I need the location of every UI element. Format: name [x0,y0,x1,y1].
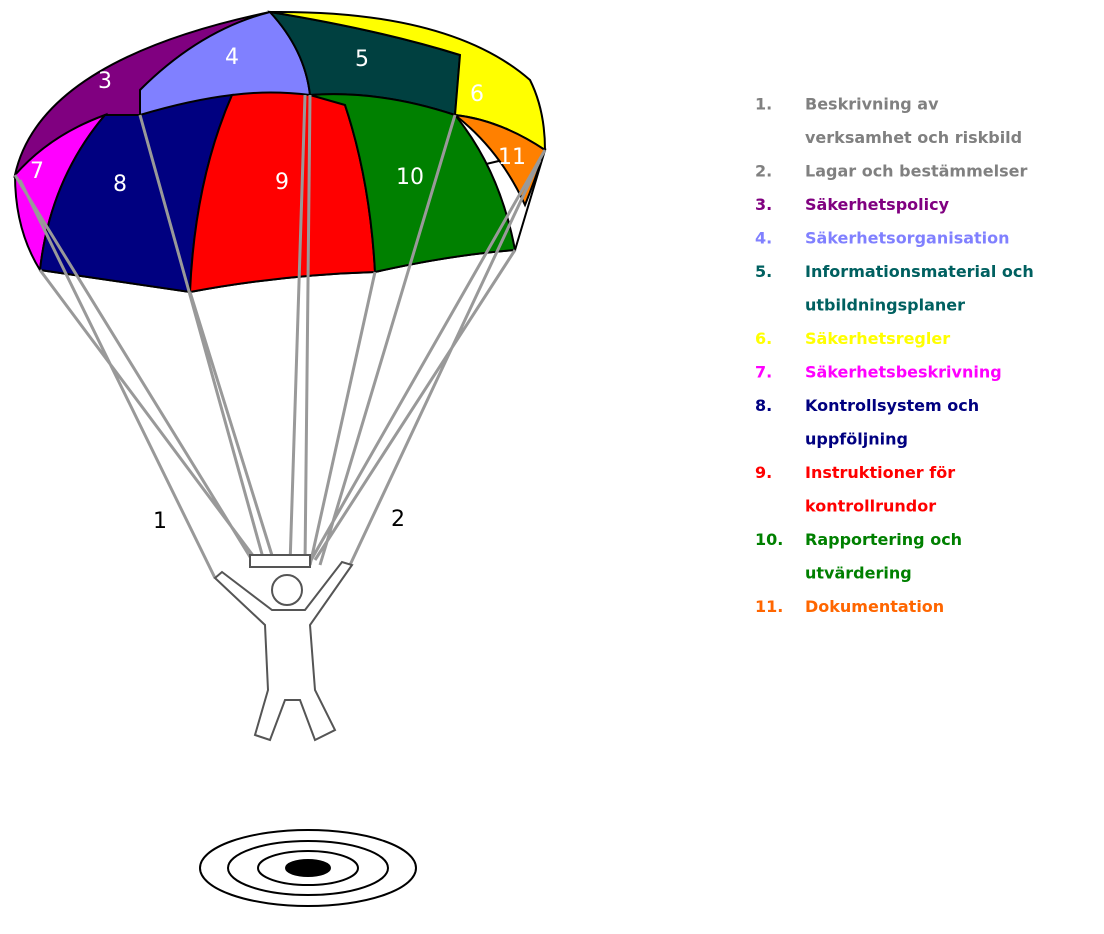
legend-text: Instruktioner för [805,463,955,482]
legend-text: Säkerhetsbeskrivning [805,363,1002,382]
legend-text: kontrollrundor [805,497,936,516]
legend-number: 1. [755,95,772,114]
line-label: 2 [391,507,405,532]
panel-11 [451,113,547,208]
panel-label: 11 [498,145,526,170]
legend-text: Informationsmaterial och [805,262,1034,281]
panel-label: 3 [98,69,112,94]
legend-text: Beskrivning av [805,95,939,114]
legend-number: 8. [755,396,772,415]
panel-label: 7 [30,159,44,184]
legend-number: 11. [755,597,783,616]
legend-text: Rapportering och [805,530,962,549]
panel-label: 5 [355,47,369,72]
legend-text: Dokumentation [805,597,944,616]
legend-number: 5. [755,262,772,281]
panel-label: 9 [275,170,289,195]
legend-number: 7. [755,363,772,382]
legend: 1. Beskrivning av verksamhet och riskbild 2… [755,95,1034,617]
legend-text: Lagar och bestämmelser [805,162,1027,181]
legend-text: verksamhet och riskbild [805,128,1022,147]
parachutist [213,554,354,742]
strings [13,94,547,579]
legend-number: 2. [755,162,772,181]
line-label: 1 [153,509,167,534]
panel-label: 10 [396,165,424,190]
legend-text: Säkerhetsorganisation [805,229,1010,248]
legend-text: Kontrollsystem och [805,396,979,415]
legend-text: Säkerhetsregler [805,329,950,348]
legend-text: Säkerhetspolicy [805,195,950,214]
legend-number: 9. [755,463,772,482]
legend-text: utvärdering [805,564,912,583]
legend-number: 6. [755,329,772,348]
legend-text: uppföljning [805,430,908,449]
legend-number: 4. [755,229,772,248]
panel-label: 8 [113,172,127,197]
legend-number: 3. [755,195,772,214]
panel-label: 4 [225,45,239,70]
panel-label: 6 [470,82,484,107]
target [199,829,417,907]
legend-text: utbildningsplaner [805,296,965,315]
legend-number: 10. [755,530,783,549]
